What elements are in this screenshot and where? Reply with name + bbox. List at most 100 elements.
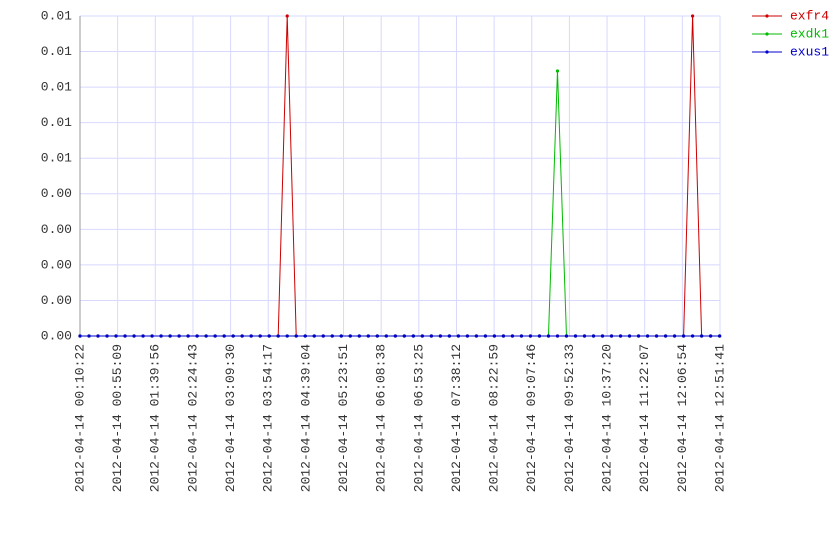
data-point (285, 14, 289, 18)
data-point (564, 334, 569, 338)
data-point (600, 334, 605, 338)
data-point (375, 334, 379, 338)
data-point (312, 334, 316, 338)
data-point (691, 334, 695, 338)
legend-marker (765, 50, 769, 54)
data-point (267, 334, 271, 338)
data-point (528, 334, 533, 338)
data-point (537, 334, 542, 338)
data-point (429, 334, 433, 338)
x-tick-label: 2012-04-14 00:10:22 (72, 344, 87, 492)
data-point (573, 334, 578, 338)
data-point (330, 334, 334, 338)
y-tick-label: 0.01 (41, 8, 72, 23)
data-point (114, 334, 118, 338)
data-point (393, 334, 397, 338)
legend-label: exus1 (790, 44, 829, 59)
data-point (150, 334, 154, 338)
data-point (591, 334, 596, 338)
data-point (609, 334, 614, 338)
x-tick-label: 2012-04-14 11:22:07 (637, 344, 652, 492)
data-point (141, 334, 145, 338)
y-tick-label: 0.00 (41, 222, 72, 237)
data-point (177, 334, 181, 338)
x-tick-label: 2012-04-14 00:55:09 (110, 344, 125, 492)
series-line (80, 15, 720, 337)
data-point (465, 334, 469, 338)
x-tick-label: 2012-04-14 03:54:17 (261, 344, 276, 492)
data-point (339, 334, 343, 338)
x-tick-label: 2012-04-14 06:53:25 (411, 344, 426, 492)
data-point (258, 334, 262, 338)
x-tick-label: 2012-04-14 12:06:54 (675, 344, 690, 492)
data-point (700, 334, 704, 338)
legend-marker (765, 14, 769, 18)
data-point (447, 334, 451, 338)
data-point (204, 334, 208, 338)
data-point (321, 334, 325, 338)
y-tick-label: 0.00 (41, 257, 72, 272)
legend-label: exfr4 (790, 8, 829, 23)
data-point (303, 334, 307, 338)
data-point (555, 69, 560, 73)
legend-marker (765, 32, 769, 36)
x-tick-label: 2012-04-14 08:22:59 (487, 344, 502, 492)
data-point (132, 334, 136, 338)
data-point (240, 334, 244, 338)
data-point (366, 334, 370, 338)
x-tick-label: 2012-04-14 10:37:20 (599, 344, 614, 492)
x-tick-label: 2012-04-14 09:07:46 (524, 344, 539, 492)
data-point (618, 334, 623, 338)
x-tick-label: 2012-04-14 01:39:56 (148, 344, 163, 492)
y-tick-label: 0.01 (41, 44, 72, 59)
data-point (519, 334, 524, 338)
legend-label: exdk1 (790, 26, 829, 41)
data-point (691, 14, 695, 18)
y-tick-label: 0.01 (41, 151, 72, 166)
y-tick-label: 0.01 (41, 80, 72, 95)
y-tick-label: 0.00 (41, 293, 72, 308)
data-point (663, 334, 668, 338)
x-tick-label: 2012-04-14 05:23:51 (336, 344, 351, 492)
data-point (285, 334, 289, 338)
data-point (474, 334, 478, 338)
data-point (420, 334, 424, 338)
data-point (483, 334, 488, 338)
data-point (402, 334, 406, 338)
data-point (672, 334, 677, 338)
data-point (681, 334, 686, 338)
y-tick-label: 0.01 (41, 115, 72, 130)
x-tick-label: 2012-04-14 09:52:33 (562, 344, 577, 492)
data-point (123, 334, 127, 338)
data-point (718, 334, 722, 338)
data-point (510, 334, 515, 338)
series-line (80, 70, 720, 337)
data-point (87, 334, 91, 338)
data-point (709, 334, 713, 338)
data-point (546, 334, 551, 338)
data-point (105, 334, 109, 338)
data-point (501, 334, 506, 338)
data-point (231, 334, 235, 338)
y-tick-label: 0.00 (41, 328, 72, 343)
data-point (636, 334, 641, 338)
data-point (168, 334, 172, 338)
data-point (249, 334, 253, 338)
data-point (96, 334, 100, 338)
y-tick-label: 0.00 (41, 186, 72, 201)
data-point (294, 334, 298, 338)
x-tick-label: 2012-04-14 12:51:41 (712, 344, 727, 492)
x-tick-label: 2012-04-14 04:39:04 (298, 344, 313, 492)
data-point (159, 334, 163, 338)
data-point (456, 334, 460, 338)
data-point (438, 334, 442, 338)
x-tick-label: 2012-04-14 06:08:38 (374, 344, 389, 492)
data-point (627, 334, 632, 338)
data-point (78, 334, 82, 338)
data-point (186, 334, 190, 338)
data-point (384, 334, 388, 338)
x-tick-label: 2012-04-14 07:38:12 (449, 344, 464, 492)
data-point (348, 334, 352, 338)
x-tick-label: 2012-04-14 02:24:43 (185, 344, 200, 492)
